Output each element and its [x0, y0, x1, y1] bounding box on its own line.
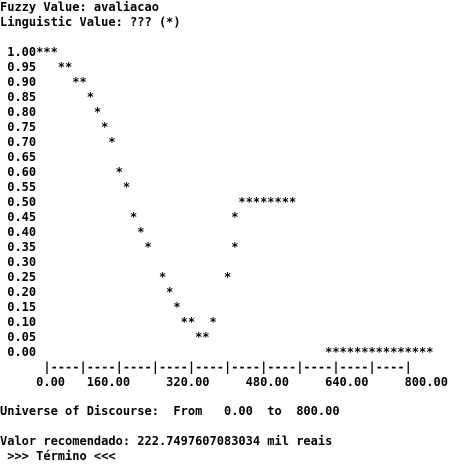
- end-message: >>> Término <<<: [0, 449, 116, 464]
- plot-row: 0.85 *: [0, 90, 94, 105]
- axis-tick-labels: 0.00 160.00 320.00 480.00 640.00 800.00: [0, 375, 448, 390]
- universe-of-discourse-line: Universe of Discourse: From 0.00 to 800.…: [0, 404, 340, 419]
- plot-row: 0.30: [0, 255, 36, 270]
- plot-row: 0.75 *: [0, 120, 108, 135]
- plot-row: 0.80 *: [0, 105, 101, 120]
- plot-row: 0.25 * *: [0, 270, 231, 285]
- plot-row: 0.65: [0, 150, 36, 165]
- plot-row: 0.35 * *: [0, 240, 238, 255]
- plot-row: 1.00***: [0, 45, 58, 60]
- plot-row: 0.55 *: [0, 180, 130, 195]
- axis-ruler: |----|----|----|----|----|----|----|----…: [0, 360, 412, 375]
- plot-row: 0.15 *: [0, 300, 181, 315]
- plot-row: 0.20 *: [0, 285, 173, 300]
- plot-row: 0.10 ** *: [0, 315, 217, 330]
- plot-row: 0.95 **: [0, 60, 72, 75]
- plot-row: 0.70 *: [0, 135, 116, 150]
- recommended-value-line: Valor recomendado: 222.7497607083034 mil…: [0, 434, 332, 449]
- plot-row: 0.00 ***************: [0, 345, 433, 360]
- plot-row: 0.50 ********: [0, 195, 296, 210]
- plot-row: 0.90 **: [0, 75, 87, 90]
- fuzzy-value-line: Fuzzy Value: avaliacao: [0, 0, 159, 15]
- plot-row: 0.60 *: [0, 165, 123, 180]
- plot-row: 0.45 * *: [0, 210, 238, 225]
- plot-row: 0.40 *: [0, 225, 145, 240]
- plot-row: 0.05 **: [0, 330, 210, 345]
- linguistic-value-line: Linguistic Value: ??? (*): [0, 15, 181, 30]
